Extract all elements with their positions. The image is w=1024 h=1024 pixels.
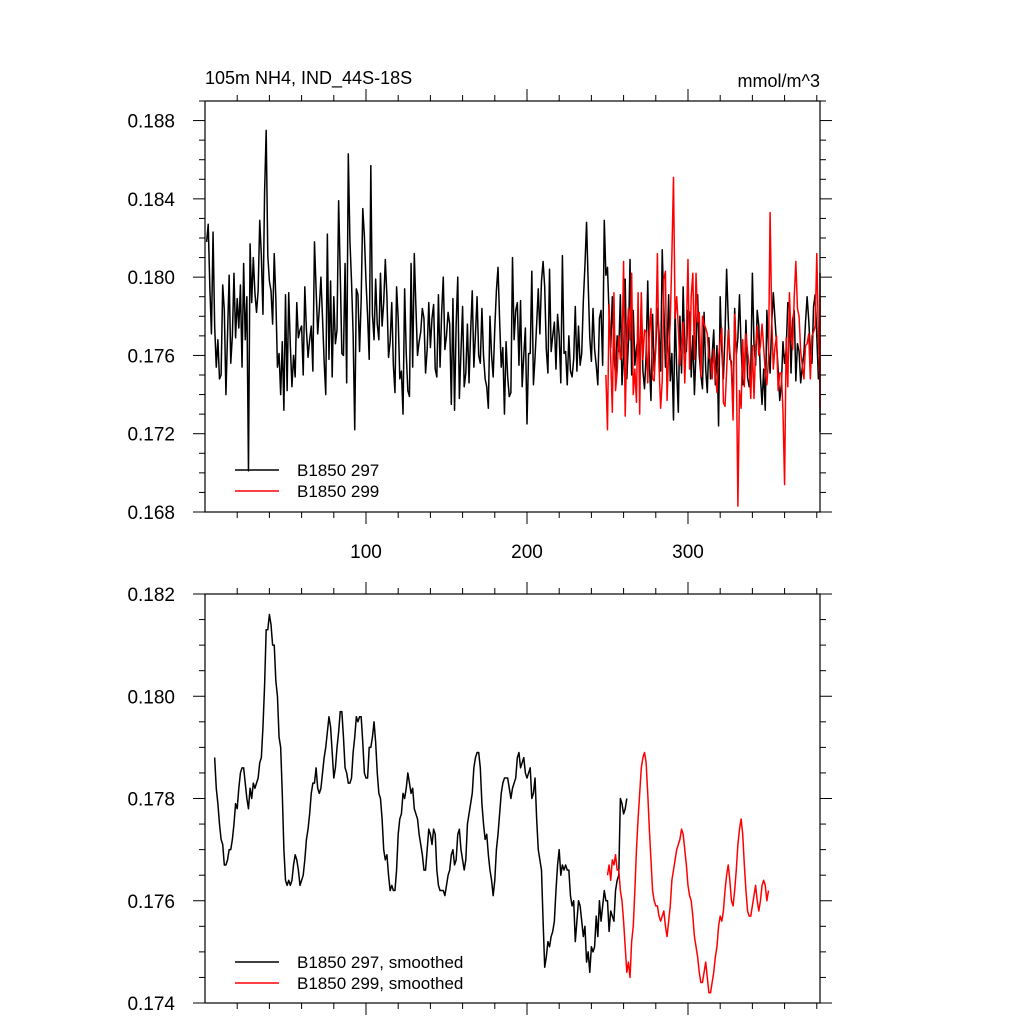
y-tick-label: 0.176 [127, 892, 175, 913]
top-panel-series [205, 129, 821, 507]
legend-label: B1850 299 [297, 482, 379, 501]
plot-frame [204, 593, 821, 1004]
y-tick-label: 0.184 [127, 190, 175, 211]
top-panel-legend: B1850 297 B1850 299 [235, 461, 379, 501]
plot-frame [204, 100, 821, 513]
y-tick-label: 0.180 [127, 268, 175, 289]
y-tick-label: 0.168 [127, 503, 175, 524]
y-tick-label: 0.172 [127, 425, 175, 446]
series-line-1 [213, 613, 628, 974]
top-panel-axes: 0.168 0.172 0.176 0.180 0.184 0.188 100 200 300 [127, 89, 832, 563]
x-tick-label: 100 [350, 542, 382, 563]
bottom-panel-series [213, 613, 770, 994]
x-tick-label: 200 [511, 542, 543, 563]
series-line-2 [606, 751, 770, 994]
y-tick-label: 0.176 [127, 346, 175, 367]
y-tick-label: 0.182 [127, 585, 175, 606]
top-panel: 105m NH4, IND_44S-18S mmol/m^3 0.168 0.17… [127, 68, 832, 563]
x-tick-label: 300 [672, 542, 704, 563]
top-panel-units: mmol/m^3 [738, 71, 820, 91]
y-tick-label: 0.178 [127, 790, 175, 811]
legend-label: B1850 297 [297, 461, 379, 480]
bottom-panel-axes: 0.174 0.176 0.178 0.180 0.182 [127, 582, 832, 1015]
y-tick-label: 0.180 [127, 687, 175, 708]
y-tick-label: 0.188 [127, 112, 175, 133]
legend-label: B1850 299, smoothed [297, 974, 463, 993]
legend-label: B1850 297, smoothed [297, 953, 463, 972]
y-tick-label: 0.174 [127, 994, 175, 1015]
bottom-panel: 0.174 0.176 0.178 0.180 0.182 B1850 297, smo… [127, 582, 832, 1015]
series-line-1 [205, 129, 821, 472]
bottom-panel-legend: B1850 297, smoothed B1850 299, smoothed [235, 953, 463, 993]
top-panel-title: 105m NH4, IND_44S-18S [205, 68, 412, 89]
